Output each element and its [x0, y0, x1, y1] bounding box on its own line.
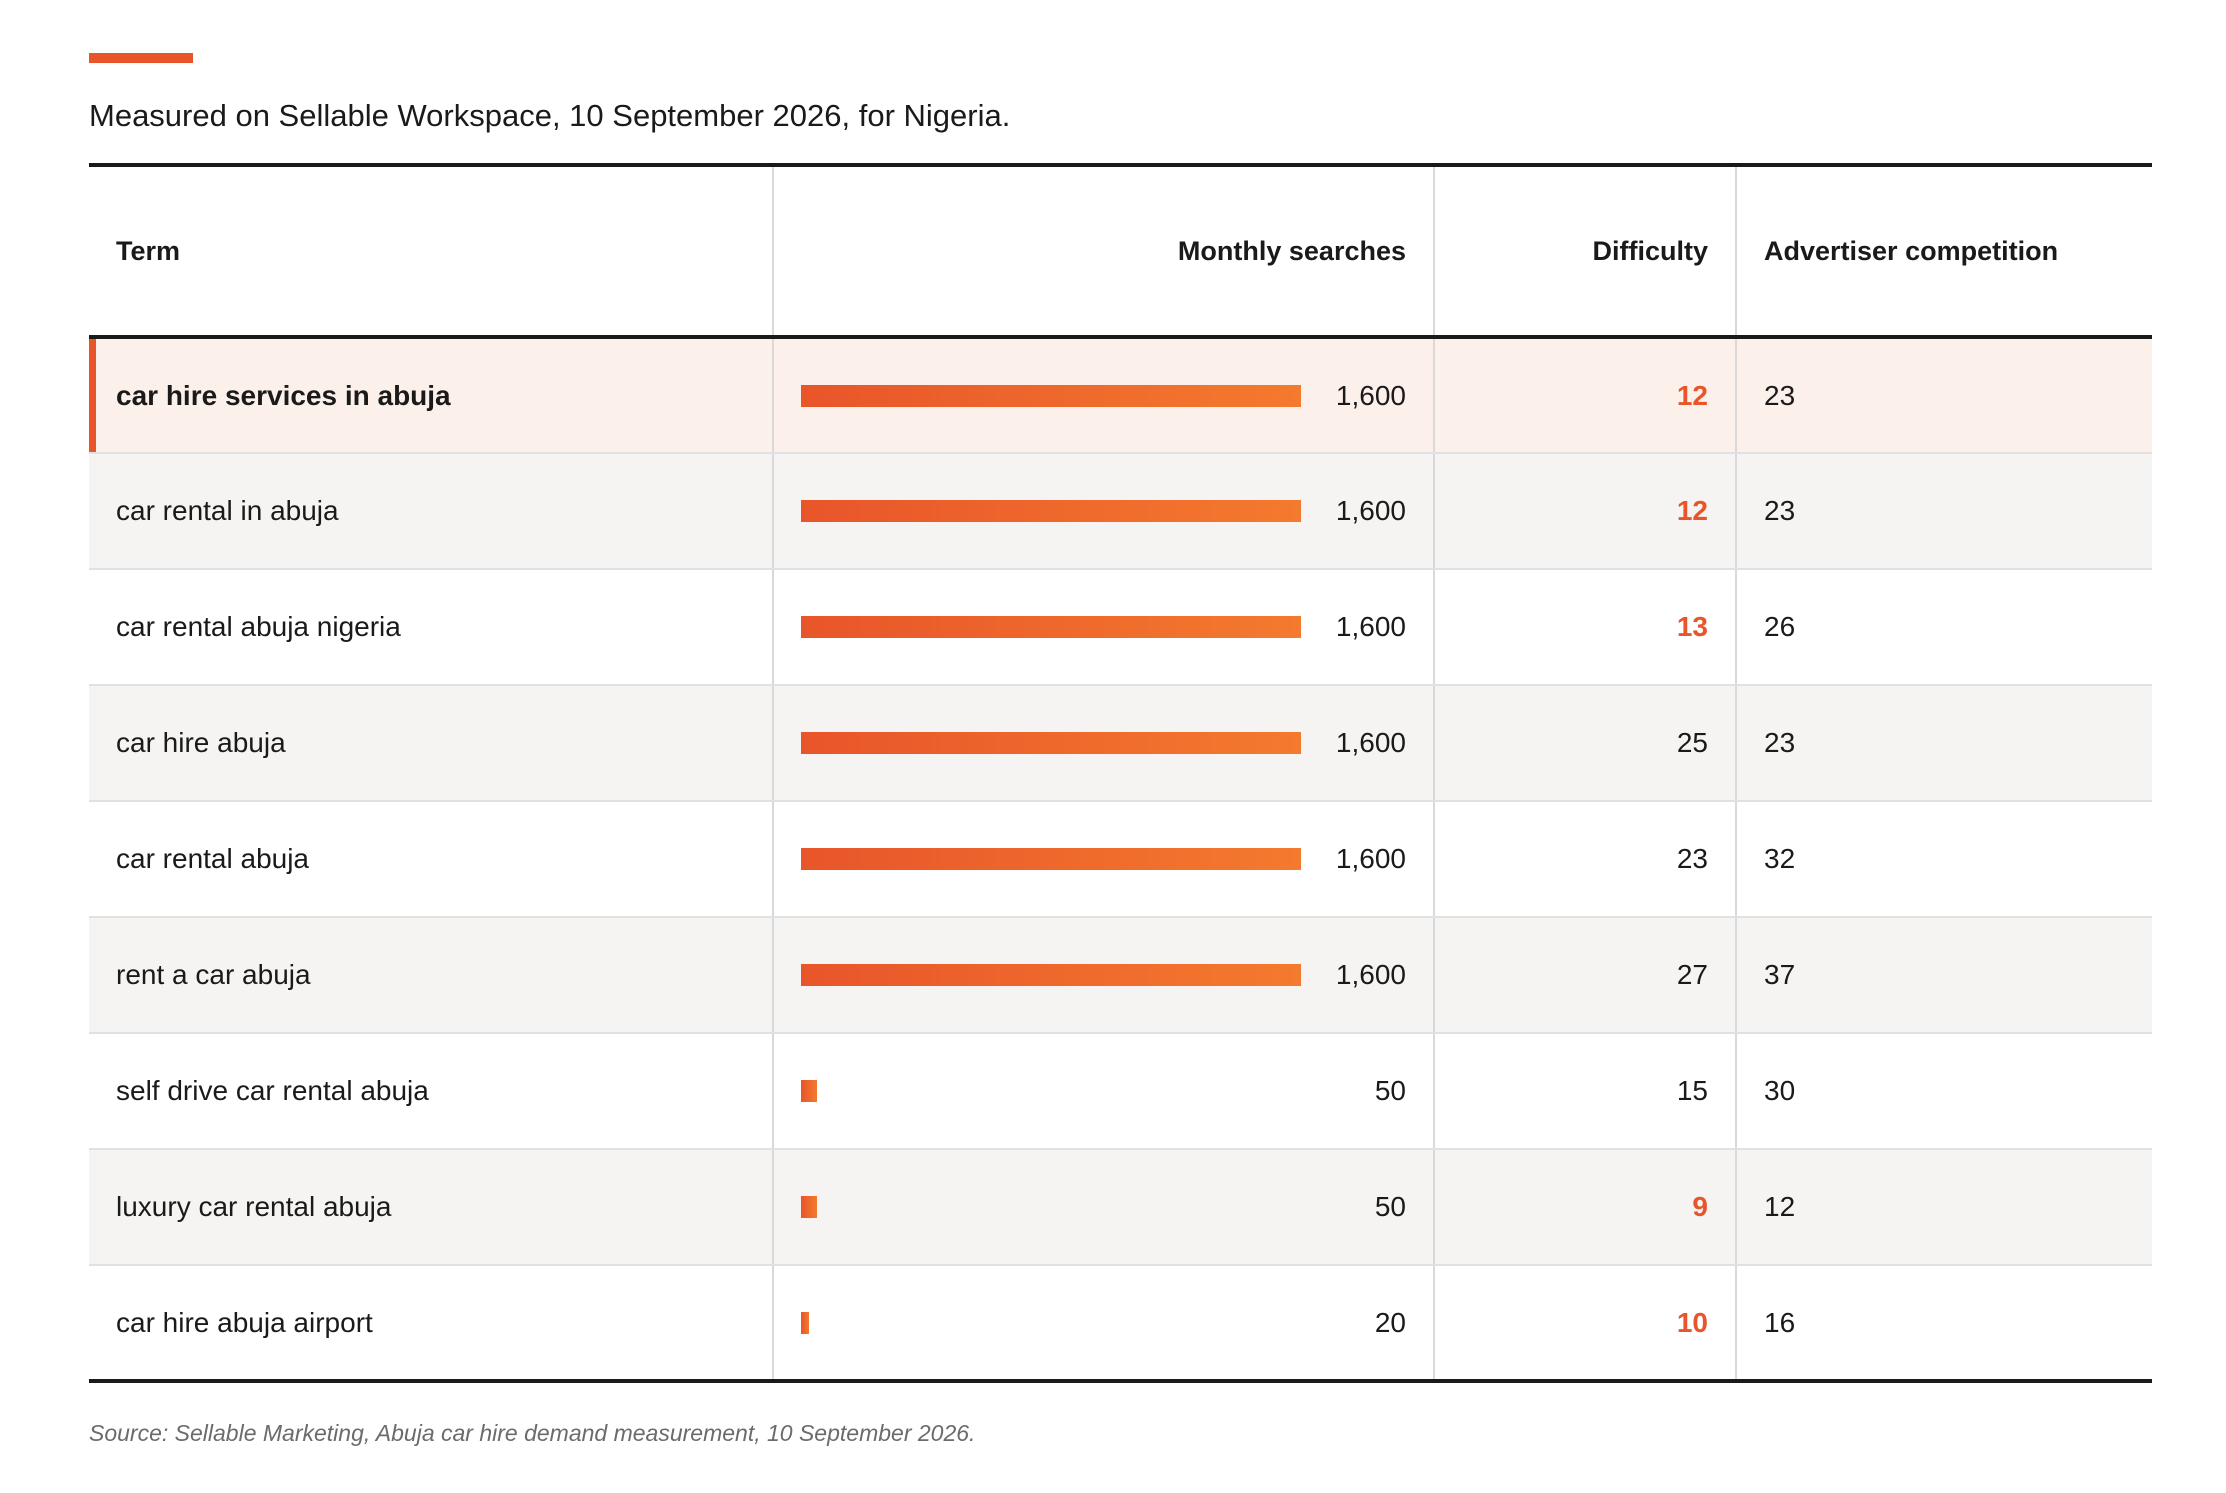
monthly-searches-bar-group: 1,600: [801, 570, 1406, 684]
table-row: car rental in abuja 1,600 12 23: [89, 453, 2152, 570]
monthly-searches-bar-group: 50: [801, 1034, 1406, 1148]
difficulty-cell: 27: [1434, 917, 1737, 1034]
term-cell: car hire abuja airport: [89, 1265, 774, 1383]
source-note: Source: Sellable Marketing, Abuja car hi…: [89, 1420, 976, 1446]
monthly-searches-value: 1,600: [1335, 379, 1406, 411]
monthly-searches-value: 1,600: [1335, 611, 1406, 642]
table-row: rent a car abuja 1,600 27 37: [89, 917, 2152, 1034]
table-row: car hire abuja 1,600 25 23: [89, 685, 2152, 802]
column-header-difficulty: Difficulty: [1434, 163, 1737, 339]
keyword-table: Term Monthly searches Difficulty Adverti…: [89, 163, 2152, 1383]
monthly-searches-bar: [801, 1080, 817, 1102]
difficulty-cell: 15: [1434, 1033, 1737, 1150]
advertiser-competition-cell: 23: [1736, 685, 2152, 802]
monthly-searches-value: 1,600: [1335, 843, 1406, 874]
term-cell: car hire services in abuja: [89, 337, 774, 454]
difficulty-cell: 13: [1434, 569, 1737, 686]
monthly-searches-bar: [801, 384, 1301, 407]
table-row: car hire abuja airport 20 10 16: [89, 1265, 2152, 1383]
bar-track: [801, 1080, 1301, 1102]
table-row: self drive car rental abuja 50 15 30: [89, 1033, 2152, 1150]
monthly-searches-bar: [801, 732, 1301, 754]
monthly-searches-cell: 50: [773, 1149, 1435, 1266]
bar-track: [801, 848, 1301, 870]
bar-track: [801, 384, 1301, 407]
table-row: car rental abuja nigeria 1,600 13 26: [89, 569, 2152, 686]
monthly-searches-bar-group: 1,600: [801, 686, 1406, 800]
monthly-searches-bar-group: 1,600: [801, 918, 1406, 1032]
bar-track: [801, 964, 1301, 986]
difficulty-cell: 9: [1434, 1149, 1737, 1266]
term-cell: car hire abuja: [89, 685, 774, 802]
monthly-searches-cell: 1,600: [773, 801, 1435, 918]
monthly-searches-cell: 1,600: [773, 685, 1435, 802]
column-header-monthly-searches: Monthly searches: [773, 163, 1435, 339]
monthly-searches-bar-group: 20: [801, 1266, 1406, 1379]
advertiser-competition-cell: 30: [1736, 1033, 2152, 1150]
term-cell: car rental abuja nigeria: [89, 569, 774, 686]
monthly-searches-bar: [801, 964, 1301, 986]
monthly-searches-value: 1,600: [1335, 959, 1406, 990]
monthly-searches-bar: [801, 616, 1301, 638]
term-cell: self drive car rental abuja: [89, 1033, 774, 1150]
monthly-searches-cell: 1,600: [773, 917, 1435, 1034]
difficulty-cell: 25: [1434, 685, 1737, 802]
monthly-searches-cell: 1,600: [773, 453, 1435, 570]
subtitle: Measured on Sellable Workspace, 10 Septe…: [89, 98, 1011, 133]
bar-track: [801, 500, 1301, 522]
difficulty-cell: 10: [1434, 1265, 1737, 1383]
monthly-searches-value: 1,600: [1335, 727, 1406, 758]
monthly-searches-bar-group: 1,600: [801, 339, 1406, 452]
accent-rule: [89, 53, 193, 63]
advertiser-competition-cell: 37: [1736, 917, 2152, 1034]
monthly-searches-cell: 20: [773, 1265, 1435, 1383]
term-cell: car rental abuja: [89, 801, 774, 918]
monthly-searches-bar: [801, 848, 1301, 870]
monthly-searches-bar-group: 1,600: [801, 802, 1406, 916]
advertiser-competition-cell: 16: [1736, 1265, 2152, 1383]
monthly-searches-cell: 50: [773, 1033, 1435, 1150]
keyword-table-wrapper: Term Monthly searches Difficulty Adverti…: [89, 163, 2152, 1383]
bar-track: [801, 616, 1301, 638]
monthly-searches-bar-group: 1,600: [801, 454, 1406, 568]
term-cell: rent a car abuja: [89, 917, 774, 1034]
monthly-searches-bar: [801, 500, 1301, 522]
header-row: Term Monthly searches Difficulty Adverti…: [89, 163, 2152, 339]
table-row: car rental abuja 1,600 23 32: [89, 801, 2152, 918]
column-header-term: Term: [89, 163, 774, 339]
bar-track: [801, 732, 1301, 754]
monthly-searches-value: 50: [1374, 1191, 1406, 1222]
column-header-advertiser-competition: Advertiser competition: [1736, 163, 2152, 339]
table-row: luxury car rental abuja 50 9 12: [89, 1149, 2152, 1266]
difficulty-cell: 12: [1434, 453, 1737, 570]
bar-track: [801, 1311, 1301, 1334]
term-cell: luxury car rental abuja: [89, 1149, 774, 1266]
monthly-searches-cell: 1,600: [773, 337, 1435, 454]
monthly-searches-bar: [801, 1311, 809, 1334]
monthly-searches-value: 50: [1374, 1075, 1406, 1106]
table-row: car hire services in abuja 1,600 12 23: [89, 337, 2152, 454]
difficulty-cell: 23: [1434, 801, 1737, 918]
monthly-searches-value: 20: [1374, 1306, 1406, 1338]
advertiser-competition-cell: 23: [1736, 337, 2152, 454]
monthly-searches-bar-group: 50: [801, 1150, 1406, 1264]
advertiser-competition-cell: 26: [1736, 569, 2152, 686]
advertiser-competition-cell: 32: [1736, 801, 2152, 918]
difficulty-cell: 12: [1434, 337, 1737, 454]
advertiser-competition-cell: 12: [1736, 1149, 2152, 1266]
table-body: car hire services in abuja 1,600 12 23 car r…: [89, 337, 2152, 1383]
monthly-searches-value: 1,600: [1335, 495, 1406, 526]
term-cell: car rental in abuja: [89, 453, 774, 570]
monthly-searches-cell: 1,600: [773, 569, 1435, 686]
bar-track: [801, 1196, 1301, 1218]
monthly-searches-bar: [801, 1196, 817, 1218]
advertiser-competition-cell: 23: [1736, 453, 2152, 570]
